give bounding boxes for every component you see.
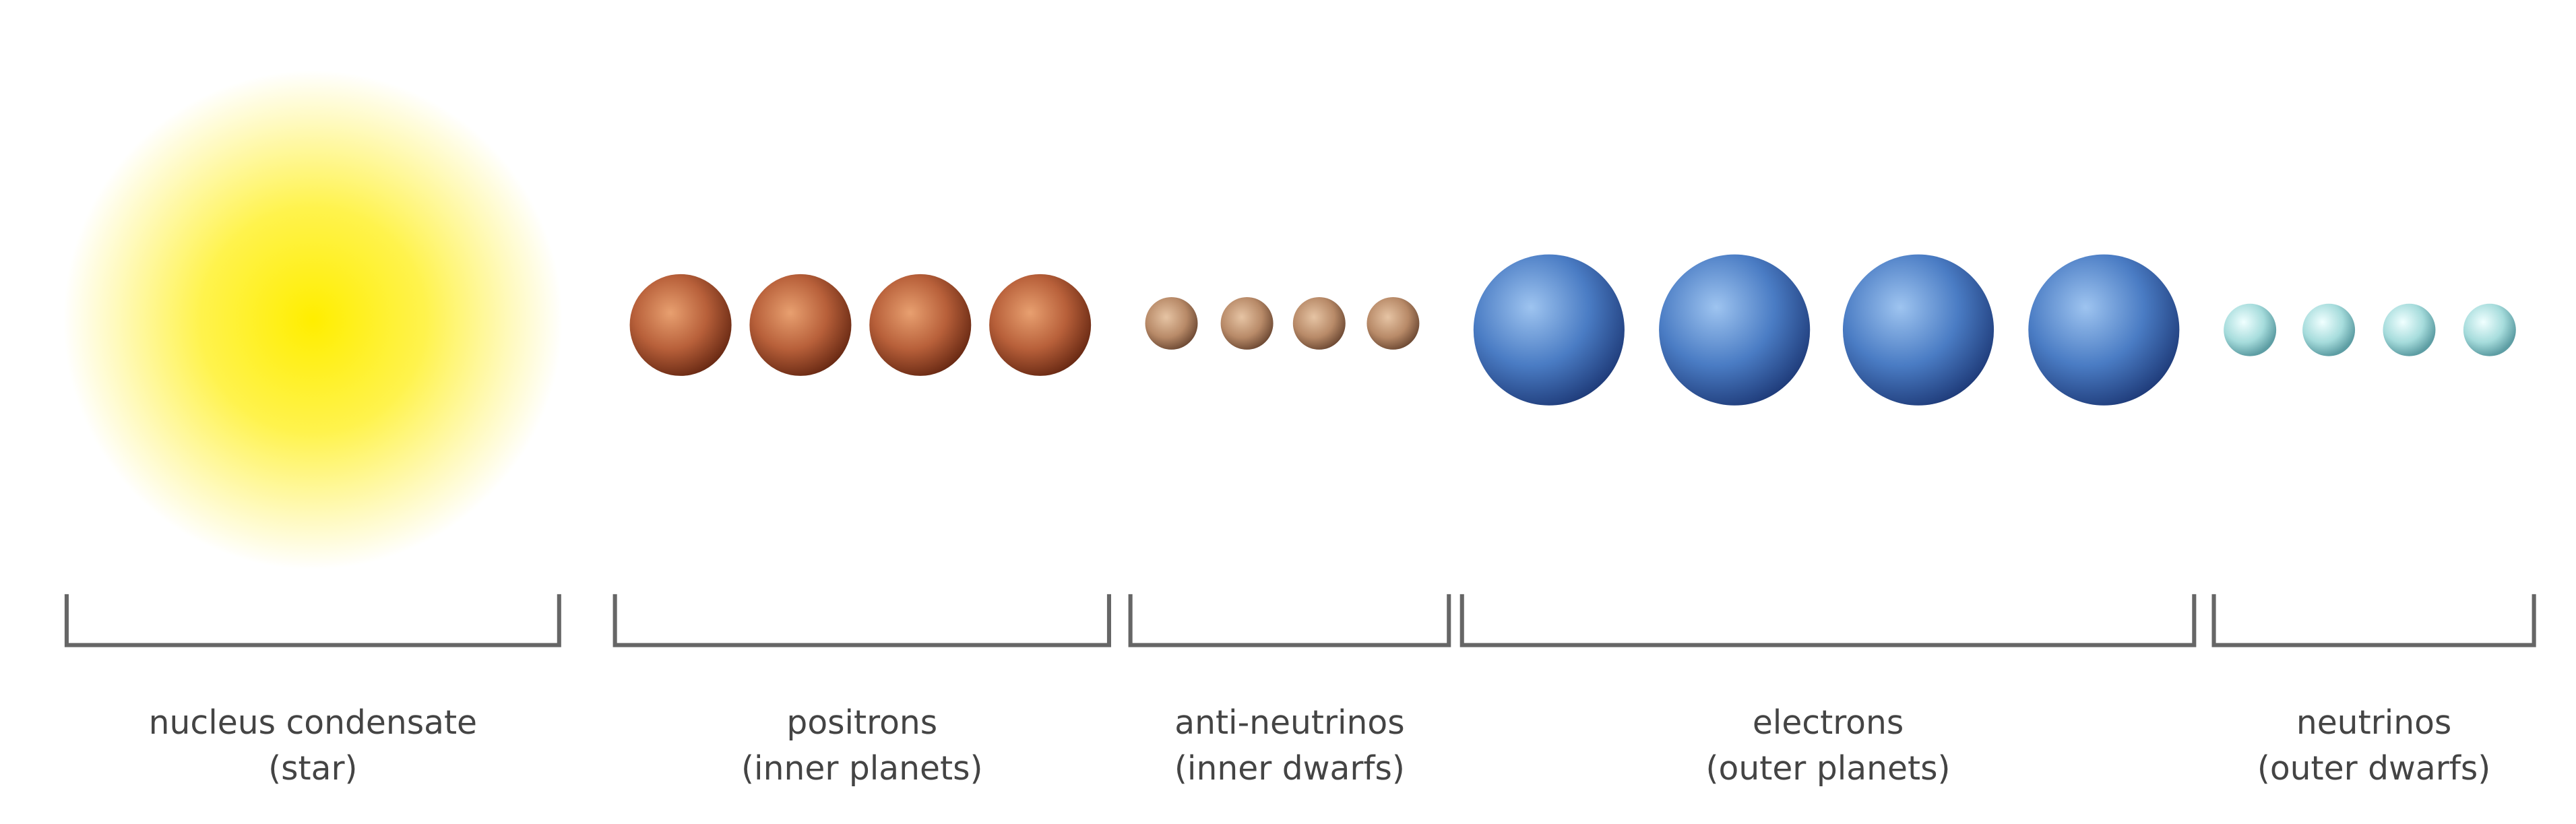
neutrino [2224,303,2277,356]
anti-neutrino [1366,296,1420,350]
bracket [1459,594,2197,647]
group-sublabel: (star) [268,750,357,788]
positron [749,274,852,376]
neutrino [2383,303,2436,356]
bracket [612,594,1111,647]
electron [1473,254,1625,406]
neutrino [2463,303,2516,356]
group-sublabel: (inner planets) [741,750,982,788]
group-sublabel: (outer planets) [1706,750,1951,788]
group-sublabel: (outer dwarfs) [2257,750,2490,788]
bracket [64,594,561,647]
group-label: anti-neutrinos [1174,704,1404,742]
anti-neutrino [1292,296,1346,350]
anti-neutrino [1220,296,1274,350]
group-sublabel: (inner dwarfs) [1174,750,1405,788]
positron [629,274,732,376]
bracket [2211,594,2536,647]
group-label: positrons [786,704,937,742]
electron [1842,254,1994,406]
positron [869,274,972,376]
group-label: nucleus condensate [149,704,477,742]
labels: nucleus condensate (star) positrons (inner … [149,704,2491,788]
electron [1659,254,1811,406]
positron [989,274,1092,376]
brackets [64,594,2536,647]
bracket [1128,594,1451,647]
electron [2028,254,2180,406]
star [63,70,563,570]
group-label: neutrinos [2296,704,2451,742]
neutrino [2302,303,2356,356]
anti-neutrino [1145,296,1198,350]
group-label: electrons [1753,704,1904,742]
bodies [629,254,2516,406]
